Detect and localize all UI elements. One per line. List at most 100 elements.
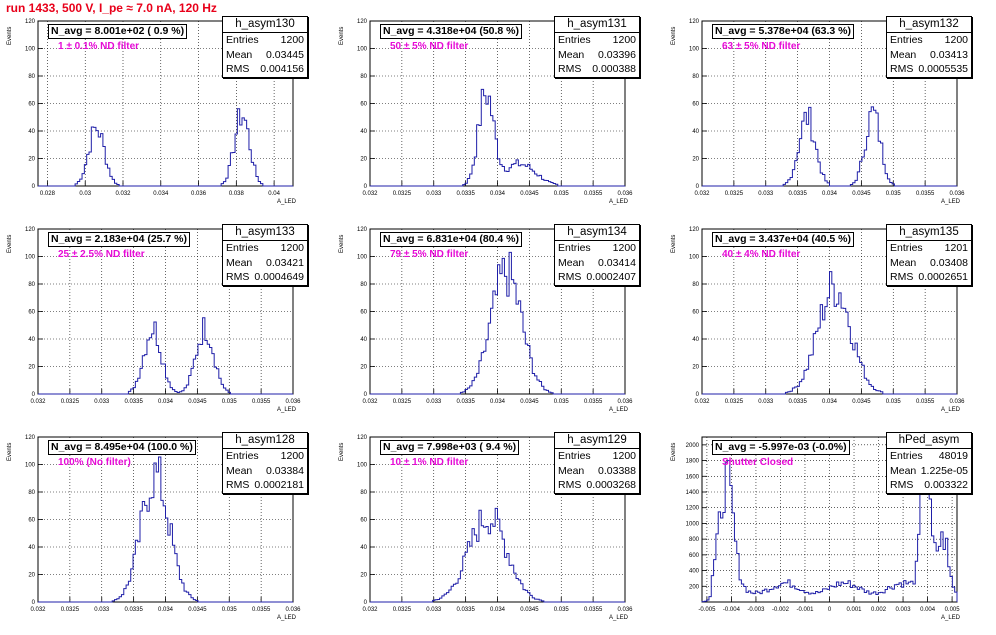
y-tick-label: 20 [360,573,367,579]
stats-box: h_asym131 Entries 1200 Mean 0.03396 RMS 0.0003… [554,16,640,78]
y-tick-label: 800 [689,537,700,543]
filter-label: 40 ± 4% ND filter [722,249,801,260]
stats-key: Mean [226,48,253,61]
stats-key: Entries [890,450,923,462]
filter-label: Shutter Closed [722,457,794,468]
y-tick-label: 60 [692,102,699,108]
x-tick-label: 0.001 [847,607,863,613]
stats-value: 0.03408 [930,256,968,269]
stats-row-rms: RMS 0.0002407 [555,270,639,285]
stats-key: RMS [558,479,582,491]
y-tick-label: 40 [28,129,35,135]
y-tick-label: 120 [357,19,368,25]
stats-value: 0.03384 [266,464,304,477]
x-tick-label: 0.035 [554,191,570,197]
stats-key: RMS [226,271,250,283]
stats-row-mean: Mean 0.03414 [555,256,639,271]
y-axis-label: Events [671,235,677,253]
stats-key: RMS [226,479,250,491]
y-tick-label: 0 [364,184,368,190]
histogram-name: hPed_asym [887,433,971,449]
x-tick-label: 0.0325 [61,399,80,405]
stats-row-rms: RMS 0.0002181 [223,478,307,493]
y-tick-label: 100 [25,47,36,53]
stats-value: 0.03413 [930,48,968,61]
x-tick-label: 0.0345 [852,191,871,197]
navg-label: N_avg = 8.495e+04 (100.0 %) [48,440,196,455]
stats-value: 1200 [944,34,968,46]
x-tick-label: 0.03 [79,191,91,197]
stats-key: Mean [558,464,585,477]
y-tick-label: 80 [360,490,367,496]
y-tick-label: 1000 [686,521,700,527]
stats-value: 0.000388 [592,63,636,75]
stats-key: Mean [890,256,917,269]
x-tick-label: 0.032 [115,191,131,197]
stats-value: 0.0002407 [586,271,636,283]
y-tick-label: 60 [692,310,699,316]
navg-label: N_avg = 6.831e+04 (80.4 %) [380,232,523,247]
panel-h_asym130: 0.028 0.03 0.032 0.034 0.036 0.038 0.04 0 20 40 60… [0,12,332,219]
y-tick-label: 40 [360,545,367,551]
x-tick-label: 0.028 [40,191,56,197]
x-tick-label: 0.0335 [788,191,807,197]
x-tick-label: 0.0325 [725,191,744,197]
x-tick-label: 0.0325 [393,399,412,405]
panel-h_asym134: 0.032 0.0325 0.033 0.0335 0.034 0.0345 0.035 0.… [332,220,664,427]
histogram-name: h_asym128 [223,433,307,449]
stats-row-rms: RMS 0.0003268 [555,478,639,493]
stats-key: RMS [890,63,914,75]
stats-key: Mean [558,256,585,269]
x-tick-label: 0.033 [94,399,110,405]
x-tick-label: 0.033 [758,399,774,405]
run-title: run 1433, 500 V, I_pe ≈ 7.0 nA, 120 Hz [6,1,217,15]
stats-value: 0.03388 [598,464,636,477]
x-tick-label: 0.034 [490,191,506,197]
histogram-name: h_asym134 [555,225,639,241]
stats-key: Entries [558,34,591,46]
stats-key: Mean [558,48,585,61]
stats-value: 0.0004649 [254,271,304,283]
y-tick-label: 100 [689,255,700,261]
y-tick-label: 20 [28,365,35,371]
histogram-name: h_asym131 [555,17,639,33]
x-axis-label: A_LED [609,407,629,413]
stats-box: hPed_asym Entries 48019 Mean 1.225e-05 RMS 0.0… [886,432,972,494]
y-tick-label: 80 [692,74,699,80]
x-tick-label: 0.034 [490,399,506,405]
histogram-series [370,507,625,603]
x-tick-label: 0.0325 [61,607,80,613]
x-tick-label: 0.0345 [520,191,539,197]
stats-row-rms: RMS 0.0004649 [223,270,307,285]
y-tick-label: 1200 [686,506,700,512]
stats-key: RMS [890,271,914,283]
y-tick-label: 400 [689,569,700,575]
y-tick-label: 100 [357,47,368,53]
stats-row-entries: Entries 1200 [555,449,639,464]
histogram-series [38,317,293,395]
y-tick-label: 80 [28,74,35,80]
y-tick-label: 80 [360,74,367,80]
y-tick-label: 60 [28,102,35,108]
x-tick-label: 0.0335 [456,191,475,197]
y-tick-label: 80 [692,282,699,288]
x-tick-label: 0.005 [945,607,961,613]
stats-value: 0.003322 [924,479,968,491]
y-tick-label: 0 [364,600,368,606]
x-tick-label: 0.033 [94,607,110,613]
y-tick-label: 2000 [686,443,700,449]
stats-key: RMS [558,271,582,283]
x-tick-label: -0.002 [772,607,790,613]
x-axis-label: A_LED [277,615,297,621]
x-tick-label: 0.036 [285,399,301,405]
y-axis-label: Events [7,27,13,45]
stats-value: 1200 [612,34,636,46]
panel-h_asym133: 0.032 0.0325 0.033 0.0335 0.034 0.0345 0.035 0.… [0,220,332,427]
x-axis-label: A_LED [609,199,629,205]
x-tick-label: 0.0355 [916,191,935,197]
histogram-plot: 0.032 0.0325 0.033 0.0335 0.034 0.0345 0.035 0.… [339,227,633,413]
y-tick-label: 20 [692,157,699,163]
histogram-series [370,88,625,187]
x-tick-label: 0.0335 [788,399,807,405]
x-axis-label: A_LED [941,199,961,205]
